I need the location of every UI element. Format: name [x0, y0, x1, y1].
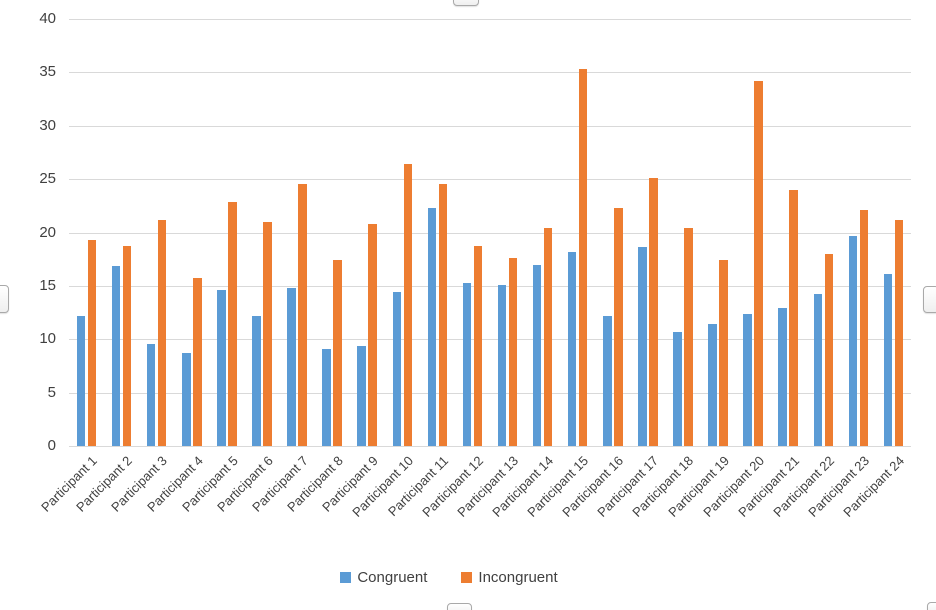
selection-handle-right-middle[interactable]: [923, 286, 936, 313]
bar-incongruent-13[interactable]: [508, 258, 518, 446]
bar-incongruent-24[interactable]: [894, 219, 904, 446]
y-axis-tick-label: 15: [39, 276, 56, 294]
bar-congruent-2[interactable]: [111, 265, 121, 446]
legend-item-congruent[interactable]: Congruent: [340, 569, 427, 586]
bar-incongruent-10[interactable]: [403, 164, 413, 446]
bar-congruent-17[interactable]: [638, 247, 647, 446]
bar-congruent-8[interactable]: [322, 348, 331, 446]
bar-incongruent-20[interactable]: [754, 80, 763, 446]
bar-incongruent-21[interactable]: [789, 189, 798, 446]
bar-incongruent-4[interactable]: [193, 278, 202, 446]
bar-congruent-19[interactable]: [708, 324, 717, 446]
legend-item-incongruent[interactable]: Incongruent: [461, 569, 558, 586]
bar-incongruent-12[interactable]: [473, 246, 483, 446]
bar-congruent-1[interactable]: [76, 315, 86, 446]
y-axis-tick-label: 5: [47, 383, 56, 401]
gridline-y-10: [69, 339, 911, 341]
y-axis-tick-label: 30: [39, 116, 56, 134]
selection-handle-left-middle[interactable]: [0, 285, 9, 313]
selection-handle-bottom-middle[interactable]: [447, 603, 472, 610]
bar-incongruent-5[interactable]: [228, 201, 237, 446]
legend-label-incongruent: Incongruent: [478, 569, 558, 586]
y-axis-tick-label: 10: [39, 330, 56, 348]
selection-handle-bottom-right[interactable]: [927, 602, 936, 610]
legend-label-congruent: Congruent: [357, 569, 428, 586]
y-axis-tick-label: 25: [39, 170, 56, 188]
bar-congruent-4[interactable]: [182, 353, 191, 446]
bar-incongruent-18[interactable]: [684, 228, 693, 446]
y-axis-tick-label: 35: [39, 63, 56, 81]
legend-swatch-congruent: [340, 572, 352, 583]
gridline-y-30: [69, 125, 911, 127]
gridline-y-35: [69, 72, 911, 74]
bar-congruent-6[interactable]: [252, 315, 261, 446]
bar-incongruent-22[interactable]: [824, 253, 834, 446]
bar-incongruent-17[interactable]: [649, 178, 658, 446]
bar-congruent-11[interactable]: [427, 207, 437, 446]
bar-congruent-24[interactable]: [883, 274, 893, 446]
gridline-y-15: [69, 285, 911, 287]
bar-congruent-14[interactable]: [532, 264, 542, 446]
bar-congruent-12[interactable]: [462, 282, 472, 446]
bar-congruent-7[interactable]: [287, 288, 296, 446]
bar-incongruent-2[interactable]: [122, 246, 132, 446]
bar-incongruent-9[interactable]: [368, 223, 377, 446]
y-axis-tick-label: 40: [39, 10, 56, 27]
bar-congruent-16[interactable]: [603, 315, 612, 446]
bar-congruent-9[interactable]: [357, 345, 366, 446]
bar-incongruent-8[interactable]: [333, 260, 342, 446]
y-axis-tick-label: 0: [47, 437, 56, 454]
bar-congruent-13[interactable]: [497, 284, 507, 446]
gridline-y-25: [69, 179, 911, 181]
bar-incongruent-14[interactable]: [543, 228, 553, 446]
bar-incongruent-11[interactable]: [438, 184, 448, 446]
bar-incongruent-1[interactable]: [87, 239, 97, 446]
bar-congruent-23[interactable]: [848, 235, 858, 446]
y-axis-tick-label: 20: [39, 223, 56, 241]
bar-incongruent-16[interactable]: [614, 207, 623, 446]
gridline-y-0: [69, 446, 911, 447]
bar-congruent-3[interactable]: [146, 343, 156, 446]
bar-incongruent-19[interactable]: [719, 260, 728, 446]
selection-handle-top-middle[interactable]: [453, 0, 479, 6]
bar-incongruent-23[interactable]: [859, 210, 869, 446]
bar-congruent-22[interactable]: [813, 294, 823, 446]
bar-congruent-15[interactable]: [567, 251, 577, 446]
bar-congruent-18[interactable]: [673, 331, 682, 446]
bar-incongruent-7[interactable]: [298, 184, 307, 446]
bar-incongruent-6[interactable]: [263, 221, 272, 446]
bar-congruent-20[interactable]: [743, 313, 752, 446]
gridline-y-5: [69, 392, 911, 394]
bar-congruent-5[interactable]: [217, 290, 226, 446]
bar-incongruent-15[interactable]: [578, 69, 588, 446]
bar-incongruent-3[interactable]: [157, 219, 167, 446]
legend-swatch-incongruent: [461, 572, 473, 583]
bar-congruent-21[interactable]: [778, 308, 787, 446]
chart-legend: Congruent Incongruent: [0, 569, 917, 586]
gridline-y-20: [69, 232, 911, 234]
gridline-y-40: [69, 19, 911, 20]
bar-congruent-10[interactable]: [392, 292, 402, 446]
